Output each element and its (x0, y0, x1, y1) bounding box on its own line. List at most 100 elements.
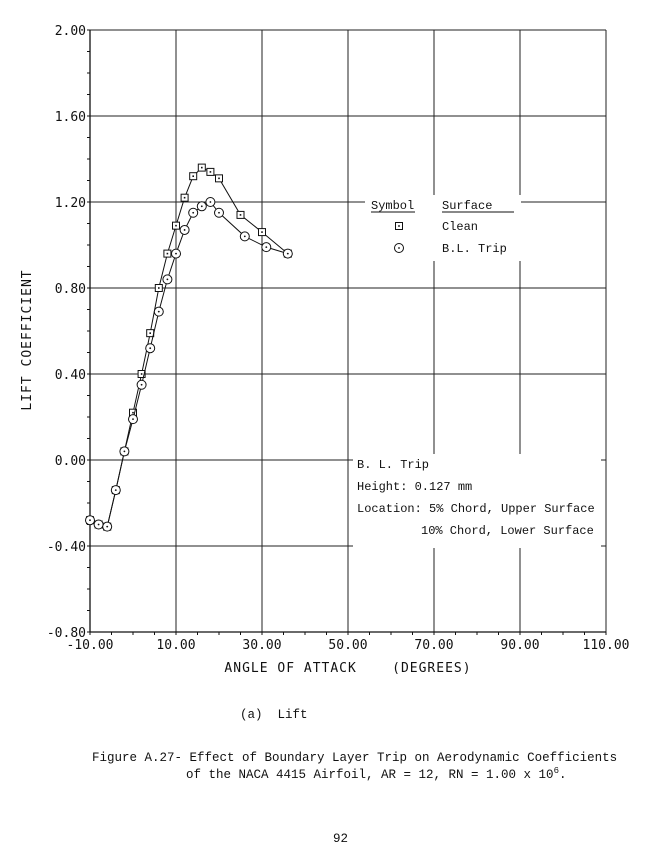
point-b-l-trip (188, 207, 199, 218)
marker-dot (265, 246, 268, 249)
marker-dot (132, 411, 134, 414)
marker-dot (192, 211, 195, 214)
marker-dot (97, 523, 100, 526)
data-series (85, 163, 293, 532)
tick-labels: -0.80 -0.40 0.00 0.40 0.80 1.20 1.60 2.00 -10.00… (47, 24, 630, 653)
x-tick-label: 110.00 (583, 638, 630, 653)
figure-caption-line2: of the NACA 4415 Airfoil, AR = 12, RN = … (186, 766, 566, 782)
y-tick-label: 1.20 (55, 196, 86, 211)
legend-background (365, 195, 521, 261)
marker-dot (149, 347, 152, 350)
y-tick-label: -0.80 (47, 626, 86, 641)
axes (87, 29, 607, 635)
point-clean (197, 163, 206, 172)
marker-dot (123, 450, 126, 453)
marker-dot (157, 310, 160, 313)
marker-dot (200, 205, 203, 208)
marker-dot (175, 224, 177, 227)
point-b-l-trip (171, 248, 181, 259)
legend: Symbol Surface Clean B.L. Trip (365, 195, 521, 261)
point-clean (172, 221, 180, 230)
annotation-location-lower: 10% Chord, Lower Surface (421, 524, 594, 538)
point-b-l-trip (196, 201, 207, 212)
marker-dot (201, 166, 203, 169)
annotation-box: B. L. Trip Height: 0.127 mm Location: 5% C… (353, 454, 601, 548)
marker-dot (209, 171, 212, 173)
y-tick-label: 0.40 (55, 368, 86, 383)
point-b-l-trip (261, 242, 272, 253)
grid (90, 29, 607, 632)
marker-dot (243, 235, 246, 238)
marker-dot (209, 201, 212, 203)
marker-dot (175, 252, 177, 255)
x-tick-label: 30.00 (242, 638, 281, 653)
point-b-l-trip (239, 231, 250, 242)
marker-dot (158, 287, 160, 289)
y-tick-label: 1.60 (55, 110, 86, 125)
y-tick-label: 2.00 (55, 24, 86, 39)
figure-caption-line2-text: of the NACA 4415 Airfoil, AR = 12, RN = … (186, 768, 554, 783)
legend-entry-trip: B.L. Trip (442, 242, 507, 256)
marker-dot (286, 252, 289, 255)
annotation-height: Height: 0.127 mm (357, 480, 472, 494)
point-clean (215, 174, 223, 183)
marker-dot (132, 418, 134, 421)
marker-dot (140, 383, 143, 386)
figure-caption-line2-end: . (558, 768, 567, 783)
x-tick-label: -10.00 (67, 638, 114, 653)
point-clean (236, 210, 245, 219)
x-tick-label: 90.00 (500, 638, 539, 653)
point-b-l-trip (162, 274, 173, 285)
point-clean (137, 370, 146, 378)
marker-dot (218, 177, 220, 180)
marker-dot (192, 175, 194, 177)
annotation-title: B. L. Trip (357, 458, 429, 472)
point-clean (180, 193, 189, 202)
x-tick-label: 70.00 (414, 638, 453, 653)
marker-dot (114, 489, 117, 491)
figure-caption-exponent: 6 (553, 766, 559, 776)
point-b-l-trip (128, 414, 138, 425)
point-b-l-trip (145, 343, 156, 354)
legend-header-symbol: Symbol (371, 199, 414, 213)
marker-dot (166, 278, 169, 281)
point-b-l-trip (102, 521, 113, 532)
legend-marker-clean (395, 222, 403, 230)
point-b-l-trip (110, 485, 121, 496)
figure-caption-line1: Figure A.27- Effect of Boundary Layer Tr… (92, 751, 618, 765)
subfigure-caption: (a) Lift (240, 708, 308, 722)
marker-dot (239, 214, 242, 216)
marker-dot (140, 373, 143, 375)
marker-dot (398, 225, 400, 227)
point-clean (154, 284, 163, 292)
point-b-l-trip (136, 379, 147, 390)
point-clean (206, 167, 215, 176)
marker-dot (398, 247, 400, 249)
annotation-location-upper: Location: 5% Chord, Upper Surface (357, 502, 595, 516)
x-tick-label: 10.00 (156, 638, 195, 653)
y-axis-title: LIFT COEFFICIENT (20, 269, 35, 410)
legend-marker-trip (394, 243, 404, 253)
y-tick-label: 0.80 (55, 282, 86, 297)
marker-dot (183, 229, 186, 231)
y-tick-label: -0.40 (47, 540, 86, 555)
point-clean (189, 172, 198, 181)
x-axis-title: ANGLE OF ATTACK (DEGREES) (224, 661, 471, 676)
point-b-l-trip (214, 207, 224, 218)
annotation-background (353, 454, 601, 548)
point-clean (258, 228, 266, 237)
point-b-l-trip (179, 224, 190, 235)
marker-dot (166, 252, 169, 255)
marker-dot (149, 332, 151, 334)
x-tick-label: 50.00 (328, 638, 367, 653)
page-number: 92 (333, 832, 349, 846)
marker-dot (218, 211, 220, 214)
marker-dot (89, 519, 91, 522)
point-b-l-trip (119, 446, 130, 457)
point-b-l-trip (205, 197, 216, 207)
series-line-b-l-trip (89, 201, 288, 528)
point-b-l-trip (85, 515, 95, 526)
point-b-l-trip (282, 248, 293, 259)
marker-dot (183, 196, 186, 199)
